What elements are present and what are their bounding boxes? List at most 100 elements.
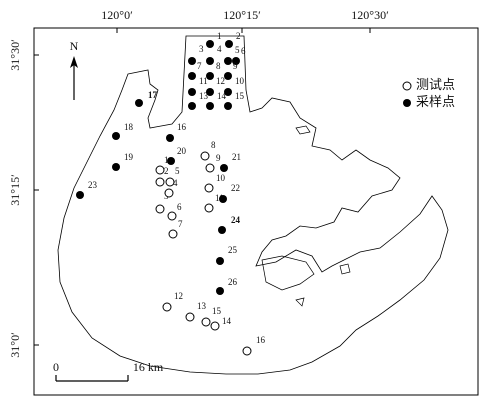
- sample-point: [112, 163, 120, 171]
- test-point: [204, 183, 214, 193]
- sample-point-label: 15: [235, 91, 245, 101]
- sample-point: [216, 257, 224, 265]
- sample-point-label: 12: [216, 76, 225, 86]
- test-point: [165, 177, 175, 187]
- test-point: [155, 165, 165, 175]
- sample-point: [218, 226, 226, 234]
- test-point-label: 12: [174, 291, 183, 301]
- sample-point: [219, 195, 227, 203]
- sample-point: [216, 287, 224, 295]
- test-point-label: 1: [164, 155, 169, 165]
- scale-label: 16 km: [133, 360, 164, 374]
- sample-point-label: 6: [241, 46, 246, 56]
- sample-point: [206, 72, 214, 80]
- sample-point-label: 2: [236, 31, 241, 41]
- north-label: N: [70, 39, 79, 53]
- sample-point-label: 5: [235, 45, 240, 55]
- test-point-label: 8: [211, 140, 216, 150]
- legend-label: 测试点: [416, 77, 455, 92]
- sample-point: [167, 157, 175, 165]
- north-arrow: [70, 56, 78, 100]
- lake-shore: [57, 35, 449, 375]
- frame: [33, 27, 479, 396]
- scale-label: 0: [53, 360, 59, 374]
- sample-point-label: 13: [199, 91, 209, 101]
- sample-point-label: 19: [124, 152, 134, 162]
- test-point: [155, 204, 165, 214]
- sample-point: [232, 57, 240, 65]
- lon-label: 120°15′: [223, 8, 261, 22]
- sample-point: [206, 40, 214, 48]
- test-point-label: 5: [175, 166, 180, 176]
- sample-point-label: 7: [197, 61, 202, 71]
- sample-point-label: 1: [217, 31, 222, 41]
- lat-label: 31°0′: [8, 332, 22, 358]
- sample-point-label: 4: [217, 44, 222, 54]
- sample-point-label: 23: [88, 180, 98, 190]
- legend-sample-marker: [403, 99, 411, 107]
- sample-point-label: 18: [124, 122, 134, 132]
- test-point: [205, 163, 215, 173]
- sample-point-label: 24: [231, 215, 241, 225]
- sample-point-label: 9: [233, 61, 238, 71]
- sample-point: [206, 57, 214, 65]
- sample-point: [188, 102, 196, 110]
- sample-point: [166, 134, 174, 142]
- island: [261, 255, 315, 291]
- lat-label: 31°30′: [8, 39, 22, 71]
- sample-point: [188, 57, 196, 65]
- test-point: [155, 177, 165, 187]
- sample-point-label: 14: [217, 91, 227, 101]
- sample-point-label: 20: [177, 146, 187, 156]
- test-point: [185, 312, 195, 322]
- lon-label: 120°30′: [351, 8, 389, 22]
- sample-point-label: 21: [232, 152, 241, 162]
- test-point: [201, 317, 211, 327]
- test-point-label: 15: [212, 306, 222, 316]
- lat-label: 31°15′: [8, 174, 22, 206]
- sample-point-label: 10: [235, 76, 245, 86]
- sample-point: [220, 164, 228, 172]
- sample-point-label: 8: [216, 61, 221, 71]
- sample-point: [112, 132, 120, 140]
- test-point-label: 13: [197, 301, 207, 311]
- islet: [295, 125, 351, 307]
- ticks: [34, 28, 371, 346]
- legend-label: 采样点: [416, 94, 455, 109]
- sample-point-label: 17: [148, 90, 158, 100]
- sample-point-label: 3: [199, 44, 204, 54]
- sample-point: [224, 102, 232, 110]
- sample-point: [224, 72, 232, 80]
- sample-point: [135, 99, 143, 107]
- test-point: [167, 211, 177, 221]
- test-point-label: 9: [216, 153, 221, 163]
- test-point-label: 10: [216, 173, 226, 183]
- sample-point: [224, 88, 232, 96]
- sample-point: [225, 40, 233, 48]
- sample-point: [76, 191, 84, 199]
- sample-point-label: 22: [231, 183, 240, 193]
- sample-point: [206, 88, 214, 96]
- test-point-label: 6: [177, 202, 182, 212]
- sample-point-label: 16: [177, 122, 187, 132]
- test-point: [204, 203, 214, 213]
- sample-point-label: 26: [228, 277, 238, 287]
- sample-point-label: 25: [228, 245, 238, 255]
- test-point: [210, 321, 220, 331]
- lon-label: 120°0′: [101, 8, 133, 22]
- sample-point-label: 11: [199, 76, 208, 86]
- test-point: [162, 302, 172, 312]
- test-point-label: 14: [222, 316, 232, 326]
- test-point: [242, 346, 252, 356]
- test-point-label: 7: [178, 219, 183, 229]
- test-point: [200, 151, 210, 161]
- sample-point: [206, 102, 214, 110]
- sample-point: [224, 57, 232, 65]
- legend-test-marker: [402, 81, 412, 91]
- test-point-label: 4: [173, 178, 178, 188]
- test-point: [168, 229, 178, 239]
- sample-point: [188, 72, 196, 80]
- test-point-label: 2: [164, 166, 169, 176]
- sample-point: [188, 88, 196, 96]
